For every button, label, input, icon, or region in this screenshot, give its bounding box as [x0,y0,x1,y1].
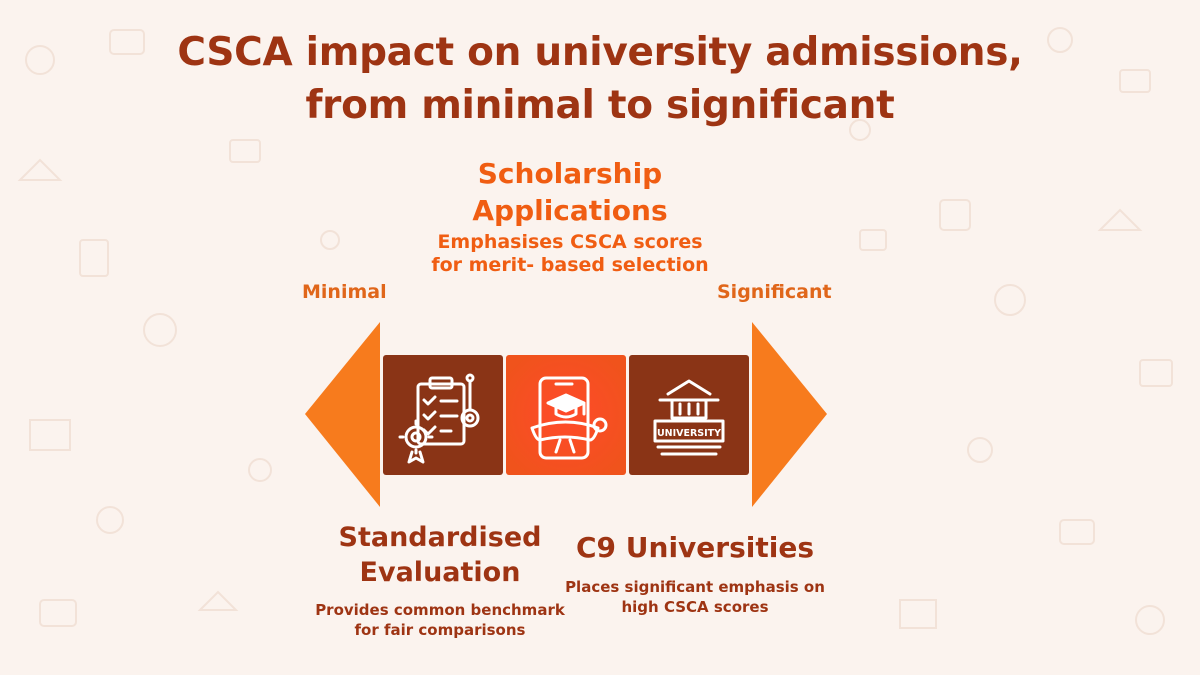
checklist-gear-icon [398,373,480,464]
left-arrow-head [305,322,380,507]
university-icon-text: UNIVERSITY [657,428,721,439]
stage-scholarship-applications: Scholarship Applications Emphasises CSCA… [420,155,720,277]
stage-title: C9 Universities [576,531,814,564]
stage-standardised-evaluation: Standardised Evaluation Provides common … [315,520,565,640]
stage-title: Standardised Evaluation [338,522,542,588]
stage-c9-universities: C9 Universities Places significant empha… [555,530,835,617]
stage-description: Emphasises CSCA scores for merit- based … [431,231,709,276]
title-line-1: CSCA impact on university admissions, [177,30,1023,75]
title-line-2: from minimal to significant [305,83,895,128]
stage-title: Scholarship Applications [472,157,668,227]
stage-box-scholarship [506,355,626,475]
university-building-icon [653,379,725,456]
scale-label-significant: Significant [717,281,832,303]
stage-description: Places significant emphasis on high CSCA… [565,578,825,616]
page-title: CSCA impact on university admissions, fr… [0,26,1200,132]
stage-description: Provides common benchmark for fair compa… [315,601,565,639]
mobile-graduation-icon [530,376,608,460]
scale-label-minimal: Minimal [302,281,387,303]
right-arrow-head [752,322,827,507]
